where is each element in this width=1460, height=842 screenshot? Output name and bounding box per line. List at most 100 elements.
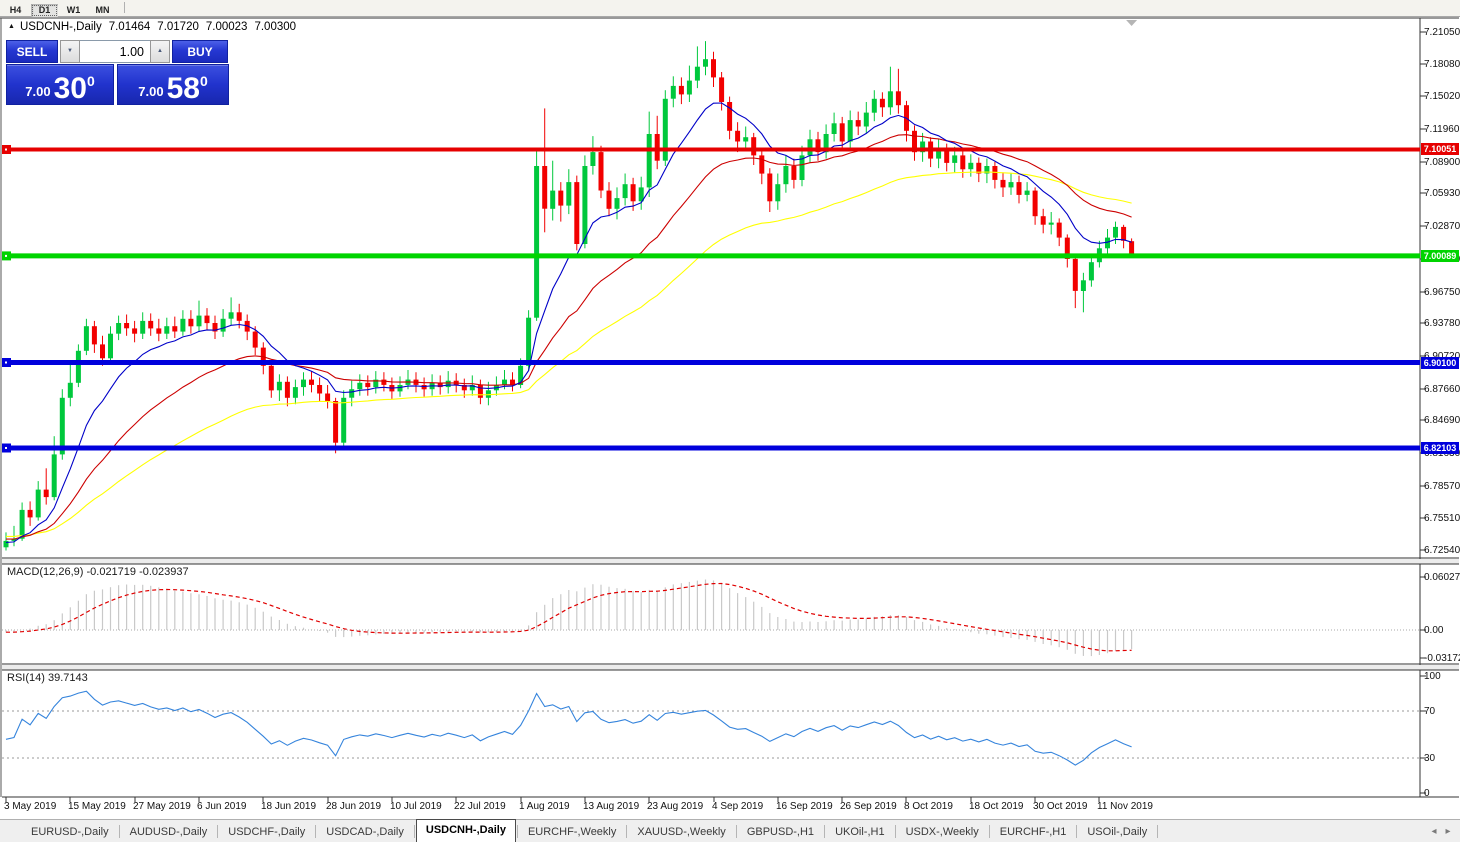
ohlc-close: 7.00300 xyxy=(254,21,297,33)
tab-divider xyxy=(824,825,826,838)
volume-increase-button[interactable]: ▲ xyxy=(150,40,170,63)
date-axis-label: 16 Sep 2019 xyxy=(776,801,833,812)
one-click-trading-panel: SELL ▼ ▲ BUY 7.00 30 0 7.00 58 0 xyxy=(6,40,229,105)
tab-divider xyxy=(516,825,518,838)
timeframe-button-h4[interactable]: H4 xyxy=(9,5,22,15)
tab-xauusd-weekly[interactable]: XAUUSD-,Weekly xyxy=(637,826,726,838)
chart-title: ▲ USDCNH-,Daily 7.01464 7.01720 7.00023 7.003… xyxy=(8,21,296,33)
timeframe-buttons: H4 D1 W1 MN xyxy=(0,0,116,17)
price-level-badge: 6.90100 xyxy=(1421,357,1459,369)
macd-axis-label: 0.060273 xyxy=(1424,572,1460,583)
macd-name: MACD(12,26,9) xyxy=(7,566,84,578)
buy-price-fraction: 0 xyxy=(199,73,208,89)
date-axis-label: 8 Oct 2019 xyxy=(904,801,953,812)
sell-button[interactable]: SELL xyxy=(6,40,58,63)
macd-value-signal: -0.023937 xyxy=(139,566,189,578)
date-axis-label: 15 May 2019 xyxy=(68,801,126,812)
tab-divider xyxy=(413,825,415,838)
price-level-badge: 7.00089 xyxy=(1421,250,1459,262)
sell-price-fraction: 0 xyxy=(86,73,95,89)
timeframe-toolbar: H4 D1 W1 MN xyxy=(0,0,1460,17)
ohlc-high: 7.01720 xyxy=(157,21,199,33)
rsi-axis-label: 30 xyxy=(1424,753,1436,764)
macd-axis-label: 0.00 xyxy=(1424,625,1444,636)
rsi-name: RSI(14) xyxy=(7,672,45,684)
tab-divider xyxy=(118,825,120,838)
buy-price-button[interactable]: 7.00 58 0 xyxy=(117,64,229,105)
tab-divider xyxy=(626,825,628,838)
tab-usoil-daily[interactable]: USOil-,Daily xyxy=(1087,826,1148,838)
tab-usdx-weekly[interactable]: USDX-,Weekly xyxy=(905,826,979,838)
date-axis-label: 11 Nov 2019 xyxy=(1097,801,1153,812)
sell-price-pips: 30 xyxy=(53,72,87,105)
price-axis-label: 6.90720 xyxy=(1424,351,1460,362)
tab-audusd-daily[interactable]: AUDUSD-,Daily xyxy=(129,826,208,838)
date-axis-label: 23 Aug 2019 xyxy=(647,801,704,812)
buy-button[interactable]: BUY xyxy=(172,40,228,63)
price-axis-label: 7.05930 xyxy=(1424,188,1460,199)
tab-eurusd-daily[interactable]: EURUSD-,Daily xyxy=(31,826,109,838)
ohlc-low: 7.00023 xyxy=(205,21,248,33)
rsi-indicator-label: RSI(14) 39.7143 xyxy=(7,672,88,684)
volume-input[interactable] xyxy=(80,40,150,63)
toolbar-separator xyxy=(124,2,125,13)
rsi-axis-label: 0 xyxy=(1424,788,1430,799)
ma-slow-line xyxy=(6,171,1132,537)
tab-gbpusd-h1[interactable]: GBPUSD-,H1 xyxy=(746,826,815,838)
candles-layer xyxy=(3,41,1135,551)
date-axis-label: 10 Jul 2019 xyxy=(390,801,442,812)
date-axis-label: 6 Jun 2019 xyxy=(197,801,247,812)
volume-decrease-button[interactable]: ▼ xyxy=(60,40,80,63)
tab-eurchf-weekly[interactable]: EURCHF-,Weekly xyxy=(527,826,617,838)
timeframe-button-mn[interactable]: MN xyxy=(95,5,110,15)
tab-scroll-right-button[interactable]: ▸ xyxy=(1445,826,1451,837)
tab-divider xyxy=(988,825,990,838)
price-axis-label: 6.75510 xyxy=(1424,513,1460,524)
tab-divider xyxy=(217,825,219,838)
tab-divider xyxy=(1157,825,1159,838)
sell-price-prefix: 7.00 xyxy=(25,84,51,99)
timeframe-button-d1[interactable]: D1 xyxy=(31,4,58,17)
sell-price-button[interactable]: 7.00 30 0 xyxy=(6,64,114,105)
date-axis-label: 22 Jul 2019 xyxy=(454,801,506,812)
date-axis-label: 26 Sep 2019 xyxy=(840,801,897,812)
price-axis-label: 6.72540 xyxy=(1424,545,1460,556)
date-axis-label: 4 Sep 2019 xyxy=(712,801,764,812)
macd-axis-label: -0.031725 xyxy=(1424,653,1460,664)
price-axis-label: 7.11960 xyxy=(1424,124,1460,135)
price-axis-label: 7.08900 xyxy=(1424,157,1460,168)
tab-scroll-left-button[interactable]: ◂ xyxy=(1431,826,1437,837)
symbol-name: USDCNH-,Daily xyxy=(19,21,102,33)
tab-eurchf-h1[interactable]: EURCHF-,H1 xyxy=(999,826,1067,838)
price-axis-label: 6.78570 xyxy=(1424,481,1460,492)
price-axis-label: 7.15020 xyxy=(1424,91,1460,102)
buy-price-pips: 58 xyxy=(166,72,200,105)
date-axis-label: 28 Jun 2019 xyxy=(326,801,382,812)
timeframe-button-w1[interactable]: W1 xyxy=(66,5,81,15)
tab-divider xyxy=(1076,825,1078,838)
price-level-badge: 7.10051 xyxy=(1421,143,1459,155)
date-axis-label: 30 Oct 2019 xyxy=(1033,801,1088,812)
macd-indicator-label: MACD(12,26,9) -0.021719 -0.023937 xyxy=(7,566,189,578)
tab-usdcad-daily[interactable]: USDCAD-,Daily xyxy=(326,826,404,838)
tab-divider xyxy=(315,825,317,838)
price-axis-label: 6.84690 xyxy=(1424,415,1460,426)
price-axis-label: 6.93780 xyxy=(1424,318,1460,329)
date-axis-label: 3 May 2019 xyxy=(4,801,57,812)
chart-tab-bar: EURUSD-,Daily AUDUSD-,Daily USDCHF-,Daily U… xyxy=(0,819,1460,842)
last-bar-marker xyxy=(1126,20,1138,26)
price-axis-label: 6.96750 xyxy=(1424,287,1460,298)
rsi-axis-label: 70 xyxy=(1424,706,1436,717)
tab-scroll-buttons: ◂ ▸ xyxy=(1427,826,1455,837)
ma-medium-line xyxy=(6,134,1132,540)
price-axis-label: 7.02870 xyxy=(1424,221,1460,232)
price-level-badge: 6.82103 xyxy=(1421,442,1459,454)
tab-usdcnh-daily[interactable]: USDCNH-,Daily xyxy=(415,819,516,842)
price-axis-label: 7.18080 xyxy=(1424,59,1460,70)
tab-usdchf-daily[interactable]: USDCHF-,Daily xyxy=(228,826,306,838)
tab-ukoil-h1[interactable]: UKOil-,H1 xyxy=(835,826,885,838)
price-axis-label: 6.87660 xyxy=(1424,384,1460,395)
macd-value-main: -0.021719 xyxy=(86,566,137,578)
